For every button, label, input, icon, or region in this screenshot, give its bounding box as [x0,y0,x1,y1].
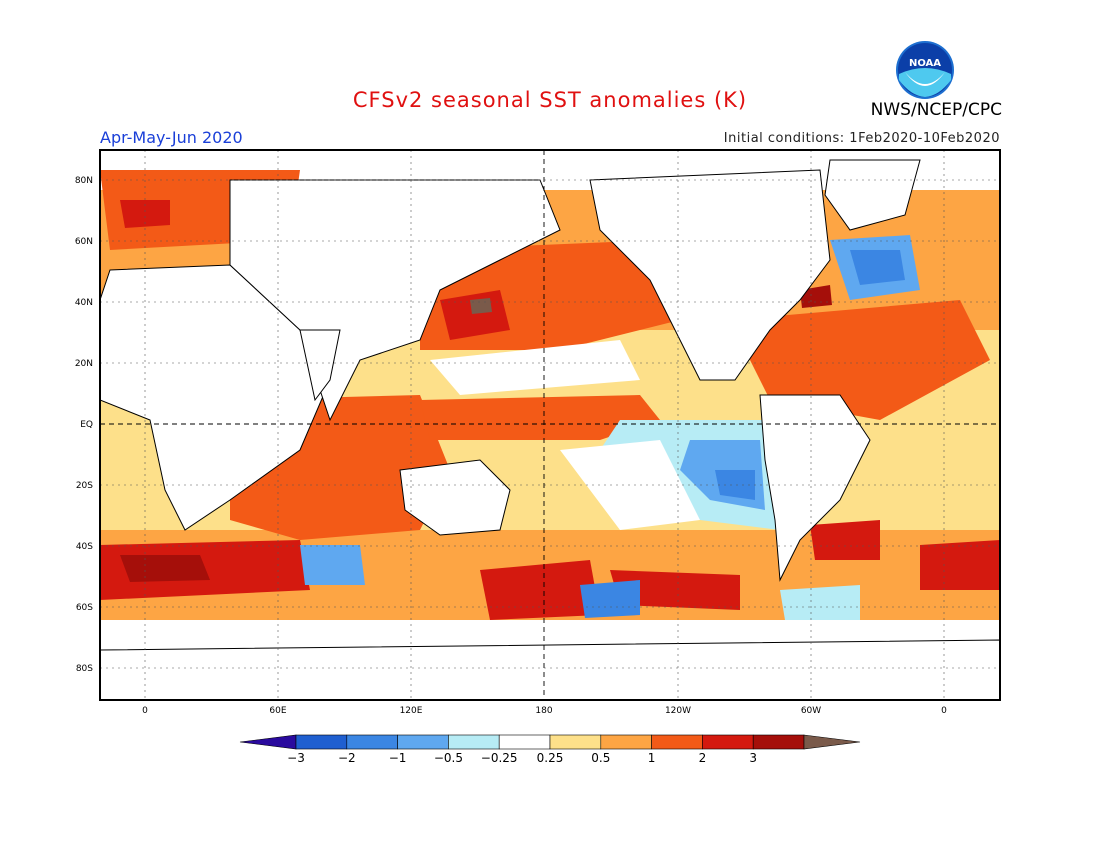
logo-text: NOAA [909,58,941,69]
map-frame [99,149,1001,701]
lon-label: 0 [941,706,947,716]
equator-dateline [100,150,1000,700]
lat-label: 40N [75,298,93,308]
colorbar-min-arrow [239,734,297,750]
lon-label: 120W [665,706,691,716]
colorbar-swatch [752,734,805,750]
colorbar-tick-label: −0.5 [434,751,463,765]
colorbar-swatch [498,734,551,750]
colorbar-swatch [702,734,754,750]
lat-label: 60S [76,603,93,613]
colorbar-swatch [397,734,449,750]
lon-label: 60W [801,706,821,716]
lon-label: 120E [400,706,423,716]
lat-label: 60N [75,237,93,247]
colorbar-tick-label: 3 [749,751,757,765]
credit-label: NWS/NCEP/CPC [870,100,1002,120]
lat-label: 20S [76,481,93,491]
lat-label: 20N [75,359,93,369]
map-title: CFSv2 seasonal SST anomalies (K) [352,88,748,112]
colorbar-max-arrow [803,734,861,750]
colorbar-tick-label: 2 [699,751,707,765]
lat-label: EQ [80,420,93,430]
colorbar-swatch [549,734,602,750]
land-outlines [100,159,1000,700]
lon-label: 180 [535,706,552,716]
colorbar-swatch [346,734,398,750]
colorbar-tick-label: 1 [648,751,656,765]
colorbar-swatch [600,734,652,750]
initial-conditions: Initial conditions: 1Feb2020-10Feb2020 [723,131,1000,146]
colorbar-tick-label: −3 [287,751,305,765]
colorbar-tick-label: 0.25 [537,751,564,765]
noaa-logo: NOAA [896,41,954,99]
colorbar-tick-label: −1 [389,751,407,765]
lat-label: 80S [76,664,93,674]
lon-label: 0 [142,706,148,716]
latitude-labels: 80N 60N 40N 20N EQ 20S 40S 60S 80S [75,176,93,674]
colorbar-swatch [651,734,703,750]
colorbar-tick-label: −2 [338,751,356,765]
lat-label: 40S [76,542,93,552]
colorbar-legend: −3 −2 −1 −0.5 −0.25 0.25 0.5 1 2 3 [239,734,861,765]
colorbar-tick-label: 0.5 [591,751,610,765]
forecast-period: Apr-May-Jun 2020 [100,128,243,147]
lat-label: 80N [75,176,93,186]
colorbar-tick-label: −0.25 [481,751,518,765]
longitude-labels: 0 60E 120E 180 120W 60W 0 [142,706,947,716]
graticule [100,150,1000,700]
lon-label: 60E [269,706,286,716]
colorbar-swatch [448,734,500,750]
colorbar-swatch [295,734,348,750]
